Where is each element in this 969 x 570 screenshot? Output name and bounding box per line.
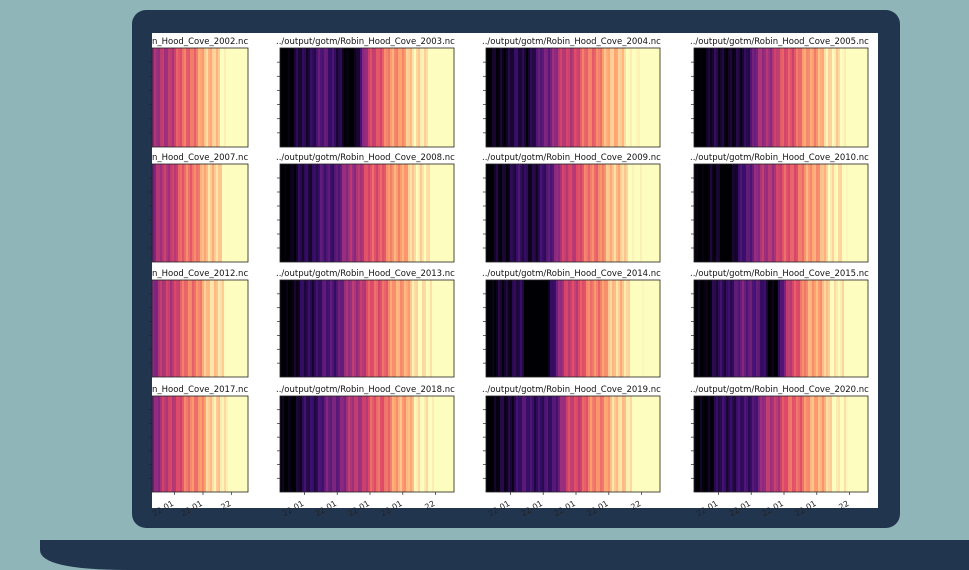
- page: {"panels": [ {"title": "n_Hood_Cove_2002…: [0, 0, 969, 570]
- panel-title: ../output/gotm/Robin_Hood_Cove_2010.nc: [690, 153, 869, 163]
- panel-title: n_Hood_Cove_2002.nc: [152, 37, 248, 47]
- laptop-base: [40, 540, 969, 570]
- panel-title: ../output/gotm/Robin_Hood_Cove_2008.nc: [276, 153, 455, 163]
- panel-title: ../output/gotm/Robin_Hood_Cove_2004.nc: [482, 37, 661, 47]
- panel-title: ../output/gotm/Robin_Hood_Cove_2013.nc: [276, 269, 455, 279]
- panel-title: ../output/gotm/Robin_Hood_Cove_2015.nc: [690, 269, 869, 279]
- panel-title: ../output/gotm/Robin_Hood_Cove_2009.nc: [482, 153, 661, 163]
- panel-title: ../output/gotm/Robin_Hood_Cove_2003.nc: [276, 37, 455, 47]
- laptop-illustration: n_Hood_Cove_2002.nc ../output/gotm/Robin_…: [0, 0, 969, 570]
- panel-title: ../output/gotm/Robin_Hood_Cove_2019.nc: [482, 385, 661, 395]
- panel-title: n_Hood_Cove_2017.nc: [152, 385, 248, 395]
- panel-title: ../output/gotm/Robin_Hood_Cove_2014.nc: [482, 269, 661, 279]
- panel-title: ../output/gotm/Robin_Hood_Cove_2020.nc: [690, 385, 869, 395]
- panel-title: n_Hood_Cove_2007.nc: [152, 153, 248, 163]
- panel-title: ../output/gotm/Robin_Hood_Cove_2005.nc: [690, 37, 869, 47]
- panel-title: n_Hood_Cove_2012.nc: [152, 269, 248, 279]
- panel-title: ../output/gotm/Robin_Hood_Cove_2018.nc: [276, 385, 455, 395]
